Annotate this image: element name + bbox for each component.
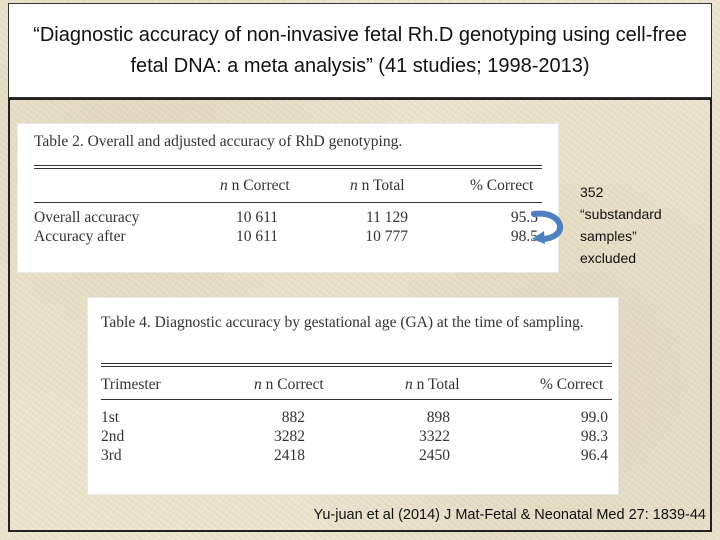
table-4-header-n-correct: n n Correct xyxy=(254,376,324,393)
exclusion-note: 352 “substandard samples” excluded xyxy=(580,181,705,269)
table-4-row-2-trimester: 2nd xyxy=(101,428,125,445)
table-4-row-3-correct: 2418 xyxy=(274,447,305,464)
table-2-top-rule-double xyxy=(34,168,542,169)
table-2-header-pct-correct: % Correct xyxy=(470,177,534,194)
table-2-image: Table 2. Overall and adjusted accuracy o… xyxy=(18,124,558,272)
note-line: 352 xyxy=(580,184,604,200)
table-4-header-rule xyxy=(101,399,612,400)
header-text: n Correct xyxy=(265,376,324,393)
arrow-shaft xyxy=(531,210,563,242)
table-2-row-2-correct: 10 611 xyxy=(235,228,278,245)
table-2-row-2-label: Accuracy after xyxy=(34,228,126,245)
arrow-head xyxy=(532,231,545,244)
table-4-row-1-trimester: 1st xyxy=(101,409,120,426)
table-4-header-trimester: Trimester xyxy=(101,376,161,393)
header-text: n Correct xyxy=(231,177,290,194)
table-2-header-n-total: n n Total xyxy=(350,177,405,194)
table-4-top-rule xyxy=(101,363,612,364)
table-4-row-3-total: 2450 xyxy=(419,447,450,464)
table-4-row-3-pct: 96.4 xyxy=(580,447,608,464)
title-box: “Diagnostic accuracy of non-invasive fet… xyxy=(8,3,712,98)
table-4-row-2-correct: 3282 xyxy=(274,428,305,445)
table-2-row-1-total: 11 129 xyxy=(365,209,408,226)
curved-arrow-icon xyxy=(530,208,576,244)
table-2-row-1-correct: 10 611 xyxy=(235,209,278,226)
table-4-image: Table 4. Diagnostic accuracy by gestatio… xyxy=(88,298,618,494)
table-2-header-n-correct: n n Correct xyxy=(220,177,290,194)
table-4-row-1-correct: 882 xyxy=(281,409,305,426)
note-line: samples” xyxy=(580,228,637,244)
header-text: n Total xyxy=(361,177,405,194)
table-4-header-n-total: n n Total xyxy=(405,376,460,393)
header-text: n Total xyxy=(416,376,460,393)
table-4-top-rule-double xyxy=(101,366,612,367)
table-2-row-1-label: Overall accuracy xyxy=(34,209,140,226)
table-2-caption: Table 2. Overall and adjusted accuracy o… xyxy=(34,133,403,150)
table-4-row-2-pct: 98.3 xyxy=(580,428,608,445)
table-2-header-rule xyxy=(34,202,542,203)
table-2-row-1-pct: 95.3 xyxy=(510,209,538,226)
table-4-header-pct-correct: % Correct xyxy=(540,376,604,393)
citation: Yu-juan et al (2014) J Mat-Fetal & Neona… xyxy=(313,507,706,523)
table-4-row-2-total: 3322 xyxy=(419,428,450,445)
slide-title: “Diagnostic accuracy of non-invasive fet… xyxy=(33,23,687,77)
content-frame xyxy=(8,98,712,532)
table-4-row-1-total: 898 xyxy=(426,409,450,426)
table-2-row-2-total: 10 777 xyxy=(365,228,408,245)
note-line: excluded xyxy=(580,250,637,266)
table-2-row-2-pct: 98.5 xyxy=(510,228,538,245)
table-4-caption: Table 4. Diagnostic accuracy by gestatio… xyxy=(101,314,584,331)
table-4-row-3-trimester: 3rd xyxy=(101,447,122,464)
table-4-row-1-pct: 99.0 xyxy=(580,409,608,426)
note-line: “substandard xyxy=(580,206,662,222)
table-2-top-rule xyxy=(34,165,542,166)
